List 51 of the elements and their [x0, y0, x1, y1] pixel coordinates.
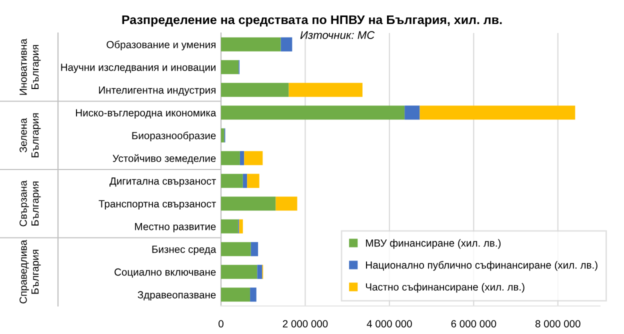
x-tick-label: 8 000 000 [535, 320, 580, 328]
bar [242, 174, 248, 188]
bar [280, 37, 292, 52]
bar [250, 242, 258, 256]
y-tick-label: Биоразнообразие [132, 132, 216, 142]
x-tick-label: 2 000 000 [282, 320, 328, 328]
bar [240, 151, 244, 166]
bar [221, 151, 240, 166]
annotation: Източник: МС [300, 31, 375, 39]
bar [221, 174, 243, 188]
y-tick-label: Социално включване [114, 268, 216, 278]
bar [404, 106, 420, 120]
bar [239, 219, 243, 234]
x-tick-label: 4 000 000 [366, 320, 412, 328]
bar [244, 151, 263, 166]
bar [221, 128, 224, 142]
y-tick-label: Местно развитие [135, 223, 216, 232]
y-tick-label: Дигитална свързаност [110, 178, 216, 187]
y-tick-label: Научни изследвания и иновации [61, 64, 216, 73]
bar [221, 106, 405, 120]
bar [420, 106, 576, 120]
bar [247, 174, 260, 188]
bar [250, 288, 256, 302]
bar [288, 82, 362, 97]
bar [221, 242, 251, 256]
y-tick-label: Здравеопазване [138, 291, 216, 300]
bar [221, 219, 238, 234]
y-tick-label: Интелигентна индустрия [99, 86, 216, 96]
bar [257, 264, 262, 279]
bar [221, 196, 276, 211]
legend-label: Национално публично съфинансиране (хил. лв.) [366, 261, 598, 271]
y-tick-label: Ниско-въглеродна икономика [76, 109, 216, 118]
text: Свързана България [20, 180, 41, 226]
text: Иновативна България [20, 38, 41, 95]
bar [276, 196, 298, 211]
bar [221, 82, 289, 97]
text: Справедлива България [20, 240, 41, 304]
legend-label: МВУ финансиране (хил. лв.) [366, 239, 501, 249]
text: Зелена България [20, 113, 41, 158]
x-tick-label: 0 [218, 320, 224, 328]
y-tick-label: Бизнес среда [152, 246, 216, 255]
bar [221, 264, 258, 279]
bar [221, 60, 239, 74]
y-tick-label: Транспортна свързаност [98, 200, 216, 210]
chart-title: Разпределение на средствата по НПВУ на България, хил. лв. [122, 15, 502, 27]
bar [221, 288, 250, 302]
x-tick-label: 6 000 000 [451, 320, 496, 328]
y-tick-label: Устойчиво земеделие [112, 154, 216, 164]
y-tick-label: Образование и умения [106, 40, 216, 50]
bar [221, 37, 281, 52]
legend-label: Частно съфинансиране (хил. лв.) [366, 283, 524, 293]
